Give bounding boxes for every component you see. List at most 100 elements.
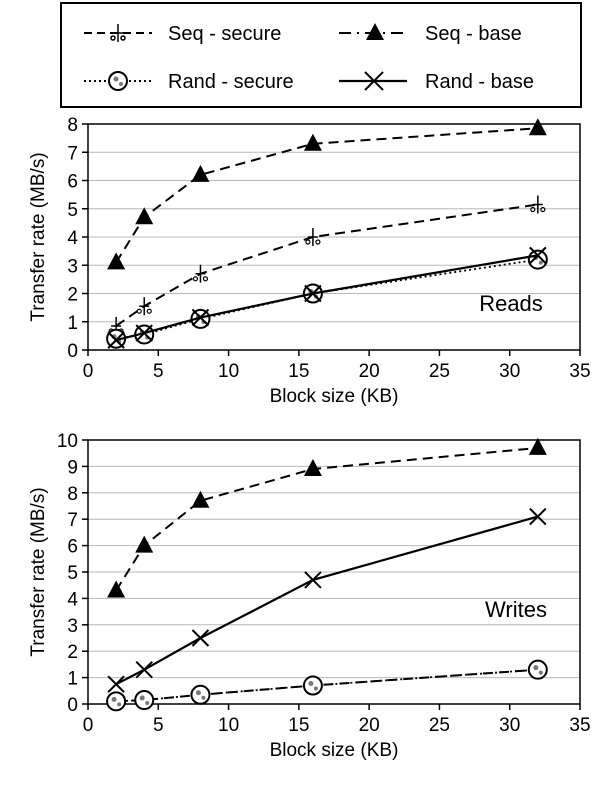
x-axis: 0 5 10 15 20 25 30 35 <box>83 704 591 736</box>
data-point <box>304 284 322 303</box>
data-point <box>191 490 210 508</box>
reads-panel: 0 1 2 3 4 5 6 7 8 0 5 10 15 20 25 30 35 Block size (KB) Tr… <box>28 115 591 407</box>
series-rand-base <box>107 507 547 693</box>
legend-marker-circle <box>108 71 128 91</box>
legend: Seq - secure Seq - base Rand - secure Ra… <box>60 2 582 108</box>
data-point <box>527 249 548 270</box>
y-tick-label: 7 <box>67 143 78 164</box>
y-tick-label: 10 <box>57 431 78 452</box>
series-line <box>115 127 538 263</box>
y-tick-label: 2 <box>67 285 78 306</box>
y-tick-label: 1 <box>67 313 78 334</box>
data-point <box>191 629 210 647</box>
legend-label-seq-base: Seq - base <box>425 23 522 45</box>
series-rand-base <box>107 246 547 349</box>
data-point <box>527 659 548 680</box>
series-line <box>115 254 539 342</box>
x-axis-label: Block size (KB) <box>270 386 399 407</box>
x-tick-label: 5 <box>153 715 164 736</box>
y-tick-label: 0 <box>67 341 78 362</box>
data-point <box>135 207 154 225</box>
series-seq-secure <box>108 660 546 711</box>
y-axis: 0 1 2 3 4 5 6 7 8 <box>67 115 88 362</box>
data-point <box>135 535 154 553</box>
data-point <box>107 331 125 349</box>
series-seq-secure <box>108 195 546 335</box>
data-point <box>528 118 547 136</box>
x-tick-label: 0 <box>83 361 94 382</box>
data-point <box>107 675 125 693</box>
y-axis-label: Transfer rate (MB/s) <box>28 487 49 656</box>
x-tick-label: 25 <box>429 361 450 382</box>
x-tick-label: 35 <box>569 361 590 382</box>
x-tick-label: 0 <box>83 715 94 736</box>
y-tick-label: 6 <box>67 172 78 193</box>
legend-entry-seq-secure: Seq - secure <box>84 23 281 45</box>
data-point <box>305 228 321 246</box>
legend-entry-seq-base: Seq - base <box>339 23 522 45</box>
series-seq-base <box>107 118 547 270</box>
x-tick-label: 5 <box>153 361 164 382</box>
data-point <box>303 459 322 477</box>
grid-lines <box>88 123 580 323</box>
y-axis-label: Transfer rate (MB/s) <box>28 152 49 321</box>
y-tick-label: 0 <box>67 695 78 716</box>
data-point <box>530 195 546 214</box>
data-point <box>136 297 152 316</box>
series-line <box>115 515 539 686</box>
x-tick-label: 30 <box>499 361 520 382</box>
series-line <box>115 446 538 592</box>
y-tick-label: 3 <box>67 616 78 637</box>
y-tick-label: 5 <box>67 200 78 221</box>
data-point <box>303 133 322 151</box>
series-line <box>116 668 538 703</box>
panel-annotation: Reads <box>479 291 543 316</box>
series-seq-base <box>107 437 547 598</box>
data-point <box>304 571 322 589</box>
data-point <box>134 690 155 711</box>
panel-annotation: Writes <box>485 597 547 622</box>
data-point <box>107 580 126 598</box>
y-tick-label: 9 <box>67 457 78 478</box>
y-tick-label: 7 <box>67 510 78 531</box>
legend-entry-rand-base: Rand - base <box>339 71 534 93</box>
x-tick-label: 25 <box>429 715 450 736</box>
y-tick-label: 4 <box>67 589 78 610</box>
x-tick-label: 15 <box>288 361 309 382</box>
series-line <box>115 258 538 340</box>
data-point <box>191 164 210 182</box>
x-tick-label: 35 <box>569 715 590 736</box>
y-tick-label: 5 <box>67 563 78 584</box>
data-point <box>529 507 547 526</box>
writes-panel: 0 1 2 3 4 5 6 7 8 9 10 0 5 10 15 20 25 30 35 Block size (KB… <box>28 431 591 761</box>
legend-marker-branch <box>110 24 126 42</box>
legend-marker-x <box>364 71 384 91</box>
data-point <box>106 691 127 712</box>
y-tick-label: 8 <box>67 115 78 136</box>
data-point <box>302 675 323 696</box>
x-tick-label: 10 <box>218 361 239 382</box>
legend-label-rand-base: Rand - base <box>425 71 534 93</box>
legend-frame <box>60 2 582 108</box>
x-tick-label: 30 <box>499 715 520 736</box>
data-point <box>135 324 153 342</box>
legend-label-seq-secure: Seq - secure <box>168 23 281 45</box>
x-axis: 0 5 10 15 20 25 30 35 <box>83 350 591 382</box>
legend-marker-triangle <box>366 23 384 40</box>
data-point <box>529 246 547 265</box>
grid-lines <box>88 439 580 679</box>
data-point <box>192 264 209 283</box>
y-tick-label: 1 <box>67 669 78 690</box>
series-rand-secure <box>106 659 548 712</box>
data-point <box>528 437 547 455</box>
legend-label-rand-secure: Rand - secure <box>168 71 294 93</box>
y-tick-label: 8 <box>67 484 78 505</box>
y-tick-label: 4 <box>67 228 78 249</box>
x-tick-label: 15 <box>288 715 309 736</box>
x-tick-label: 20 <box>359 715 380 736</box>
data-point <box>190 684 211 705</box>
data-point <box>191 308 210 327</box>
y-tick-label: 2 <box>67 642 78 663</box>
y-tick-label: 3 <box>67 256 78 277</box>
